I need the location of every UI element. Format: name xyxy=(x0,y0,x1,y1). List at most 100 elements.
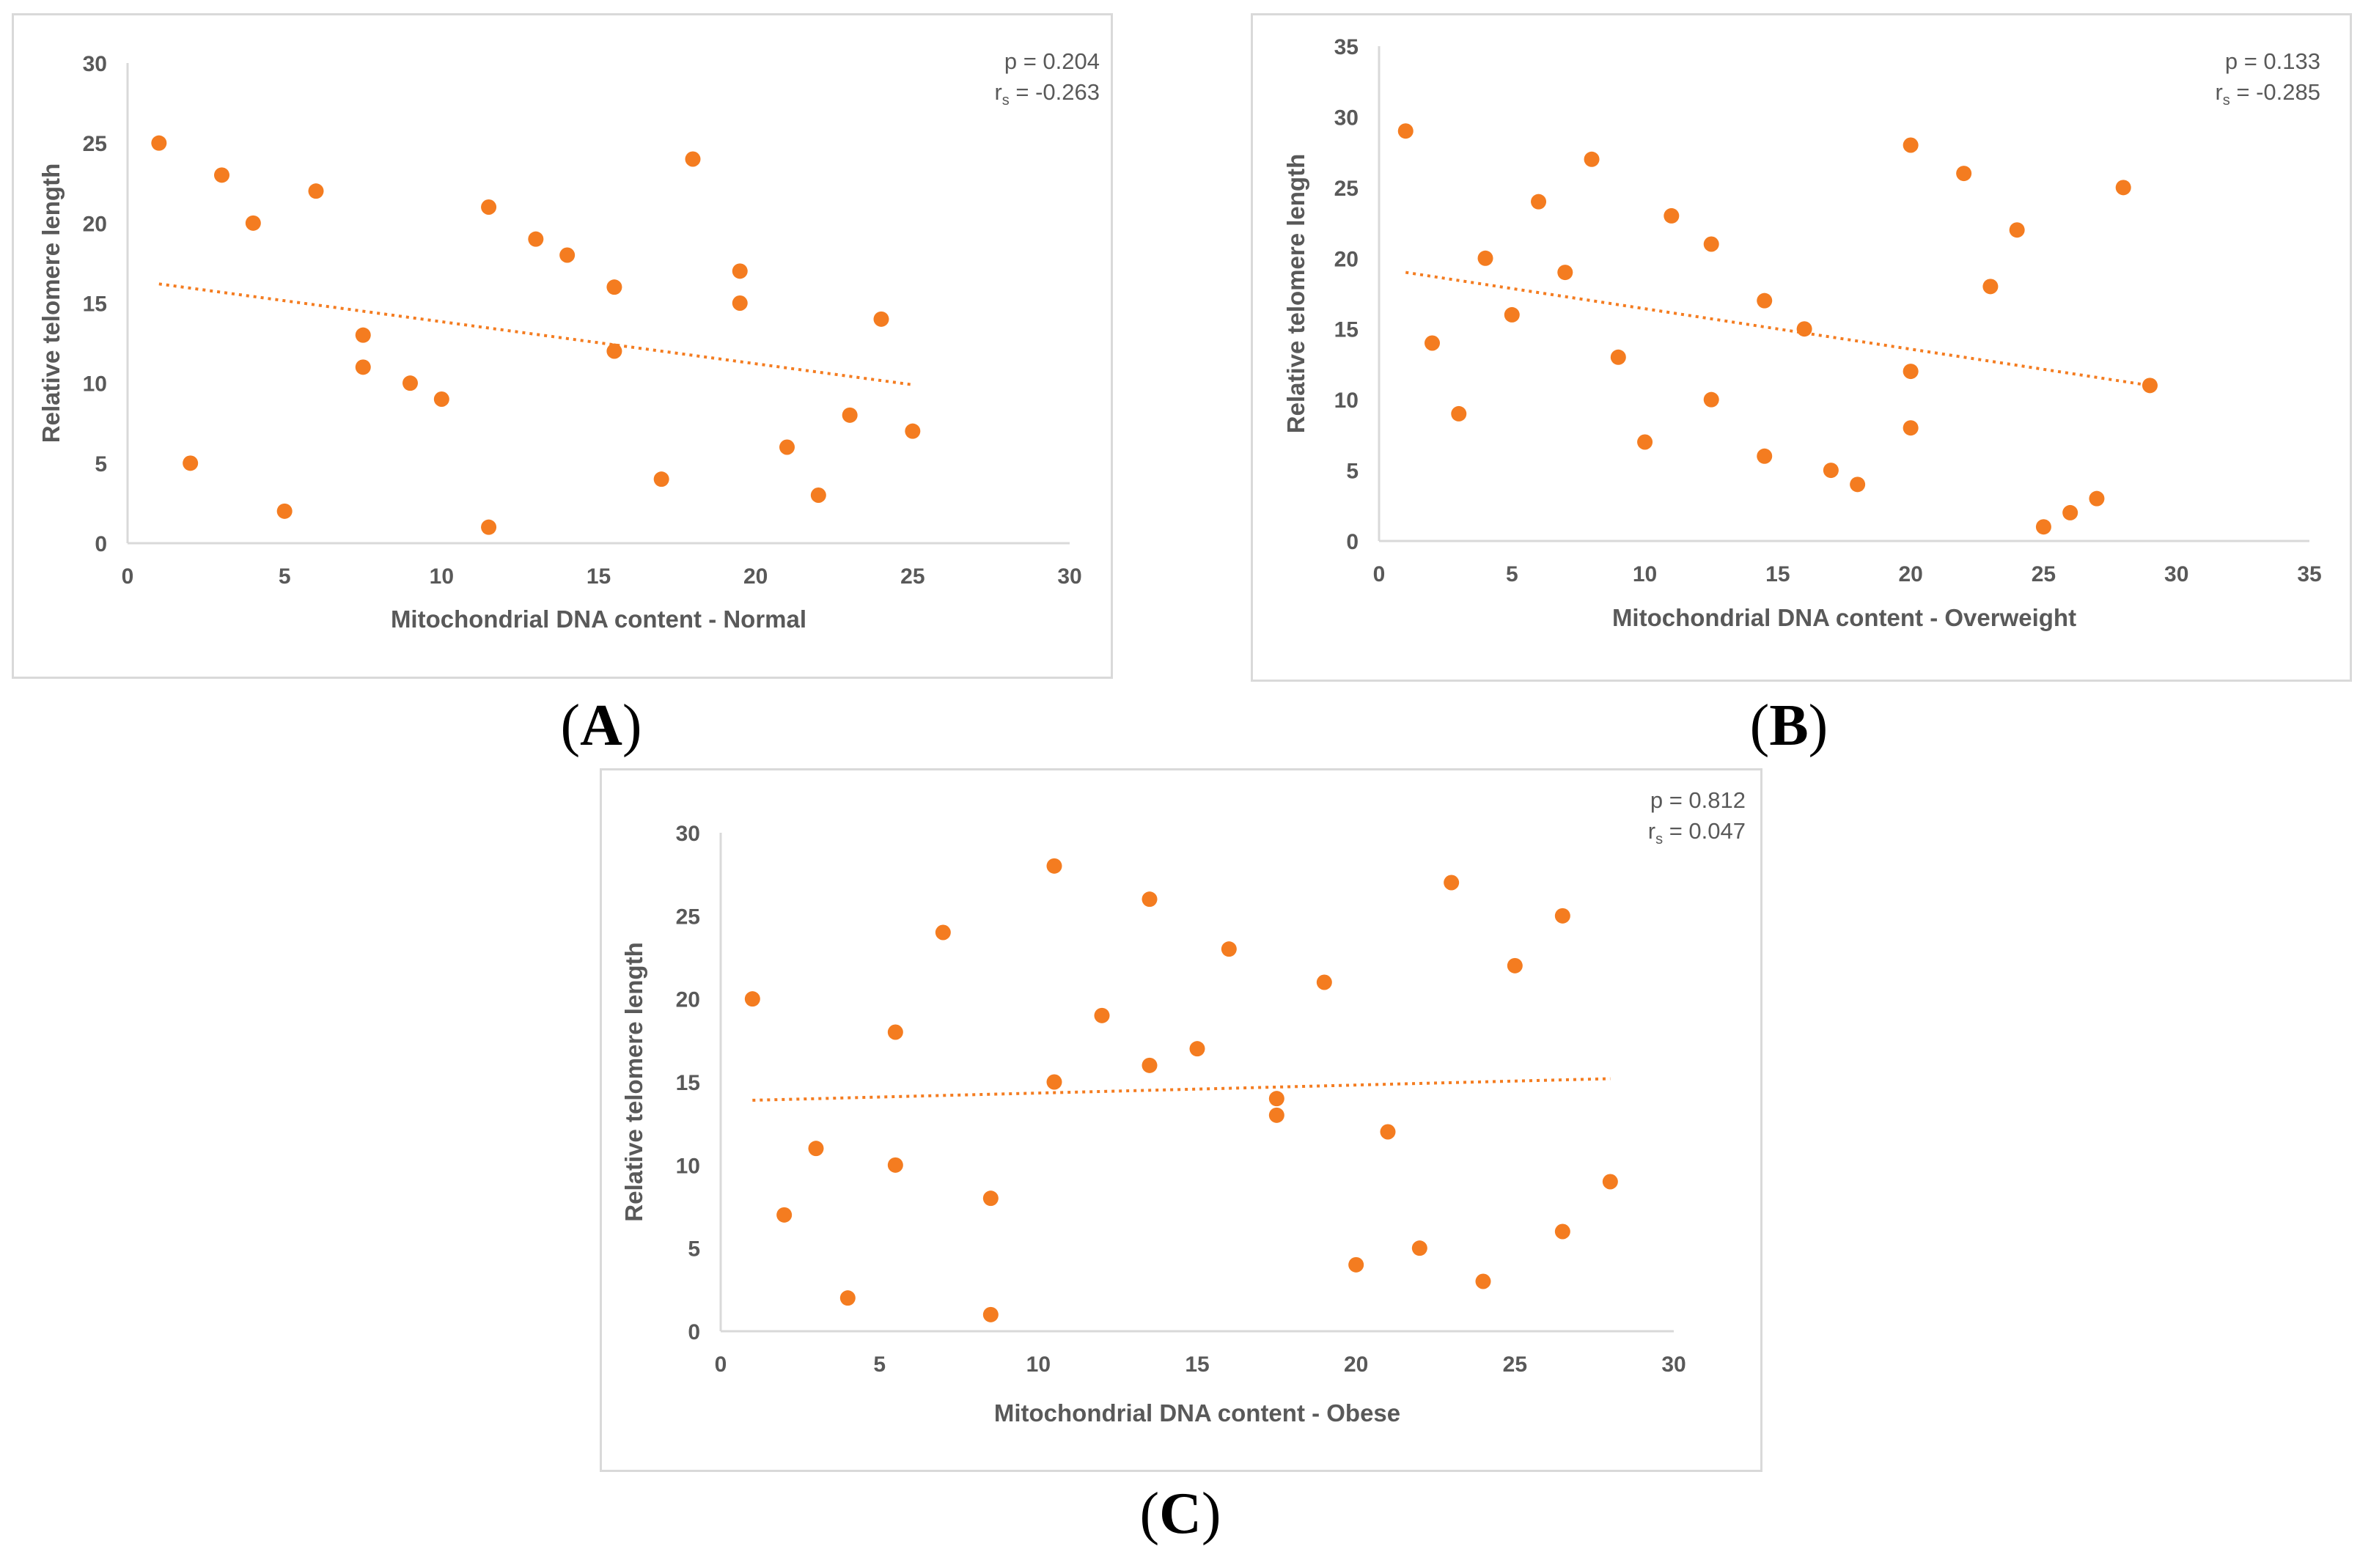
data-point-b xyxy=(2142,378,2158,394)
x-tick-label-a: 15 xyxy=(587,564,611,589)
data-point-c xyxy=(1348,1256,1364,1273)
y-tick-label-a: 25 xyxy=(83,132,107,156)
data-point-b xyxy=(1850,476,1866,493)
y-tick-label-c: 5 xyxy=(688,1237,700,1262)
data-point-c xyxy=(744,991,760,1007)
y-tick-label-b: 15 xyxy=(1334,318,1359,342)
y-tick-label-b: 20 xyxy=(1334,247,1359,271)
x-tick-label-c: 5 xyxy=(873,1352,886,1377)
data-point-b xyxy=(1757,448,1773,464)
data-point-c xyxy=(1142,891,1158,908)
x-tick-label-a: 5 xyxy=(279,564,291,589)
x-tick-label-c: 15 xyxy=(1185,1352,1209,1377)
data-point-a xyxy=(481,199,497,215)
data-point-c xyxy=(808,1141,824,1157)
data-point-a xyxy=(606,343,622,359)
data-point-a xyxy=(433,391,449,407)
data-point-b xyxy=(1903,420,1919,436)
x-tick-label-c: 25 xyxy=(1503,1352,1527,1377)
x-tick-label-b: 15 xyxy=(1765,562,1790,586)
rs-value-a: rs = -0.263 xyxy=(994,79,1100,109)
data-point-b xyxy=(1823,463,1839,479)
y-axis-label-a: Relative telomere length xyxy=(37,163,65,443)
data-point-c xyxy=(1189,1041,1205,1057)
y-tick-label-a: 30 xyxy=(83,52,107,76)
data-point-b xyxy=(1757,292,1773,309)
data-point-b xyxy=(1903,364,1919,380)
data-point-a xyxy=(481,519,497,535)
data-point-c xyxy=(1411,1240,1427,1256)
data-point-b xyxy=(1477,250,1493,266)
x-tick-label-a: 10 xyxy=(430,564,454,589)
trendline-c xyxy=(752,1077,1611,1102)
data-point-c xyxy=(1046,858,1062,874)
data-point-c xyxy=(1221,941,1237,957)
x-axis-label-b: Mitochondrial DNA content - Overweight xyxy=(1612,604,2076,631)
data-point-b xyxy=(1703,236,1719,252)
rs-value-c: rs = 0.047 xyxy=(1647,818,1746,848)
trendline-b xyxy=(1405,270,2150,387)
data-point-a xyxy=(528,231,544,247)
y-tick-label-a: 20 xyxy=(83,212,107,236)
x-tick-label-b: 0 xyxy=(1373,562,1386,586)
p-value-a: p = 0.204 xyxy=(1004,48,1100,74)
stats-box-c: p = 0.812 rs = 0.047 xyxy=(1648,785,1746,855)
data-point-b xyxy=(1557,265,1573,281)
x-tick-label-a: 20 xyxy=(743,564,768,589)
data-point-c xyxy=(1554,908,1570,924)
data-point-c xyxy=(1046,1074,1062,1090)
y-tick-label-c: 0 xyxy=(688,1320,700,1344)
stats-box-b: p = 0.133 rs = -0.285 xyxy=(2215,46,2320,116)
y-axis-label-b: Relative telomere length xyxy=(1282,154,1309,433)
y-tick-label-b: 30 xyxy=(1334,106,1359,130)
data-point-c xyxy=(1554,1223,1570,1240)
y-tick-label-a: 10 xyxy=(83,372,107,397)
data-point-c xyxy=(887,1157,903,1173)
data-point-c xyxy=(776,1207,793,1223)
y-tick-label-b: 25 xyxy=(1334,177,1359,201)
data-point-c xyxy=(1268,1091,1284,1107)
data-point-c xyxy=(1602,1174,1618,1190)
data-point-b xyxy=(1903,137,1919,153)
data-point-a xyxy=(685,151,701,167)
data-point-b xyxy=(1425,335,1441,351)
data-point-b xyxy=(1451,405,1467,422)
x-tick-label-c: 30 xyxy=(1661,1352,1686,1377)
data-point-c xyxy=(1444,875,1460,891)
data-point-a xyxy=(559,247,576,263)
data-point-b xyxy=(1664,207,1680,224)
data-point-a xyxy=(606,279,622,295)
y-tick-label-b: 0 xyxy=(1346,530,1359,554)
scatter-chart-b: 0 5 10 15 20 25 30 35 0 5 10 15 20 25 30 35 Mitochondria… xyxy=(1282,35,2322,631)
data-point-b xyxy=(2009,222,2025,238)
data-point-b xyxy=(2035,519,2051,535)
y-tick-label-a: 15 xyxy=(83,292,107,317)
x-tick-label-a: 0 xyxy=(122,564,134,589)
data-point-a xyxy=(873,311,889,327)
data-point-c xyxy=(1475,1273,1491,1289)
data-point-c xyxy=(1380,1124,1396,1140)
caption-a: (A) xyxy=(560,693,642,758)
y-tick-label-b: 5 xyxy=(1346,460,1359,484)
scatter-chart-c: 0 5 10 15 20 25 30 0 5 10 15 20 25 30 Mitochondrial DN… xyxy=(620,822,1686,1427)
data-point-c xyxy=(1316,974,1332,990)
data-point-b xyxy=(2089,490,2105,507)
y-axis-label-c: Relative telomere length xyxy=(620,942,647,1221)
data-point-b xyxy=(1397,123,1414,139)
data-point-b xyxy=(1584,151,1600,167)
data-point-c xyxy=(982,1306,999,1322)
data-point-a xyxy=(732,295,748,311)
data-point-b xyxy=(1504,306,1520,323)
chart-panel-a: 0 5 10 15 20 25 30 0 5 10 15 20 25 30 Mitochondrial DN… xyxy=(12,13,1113,679)
data-point-c xyxy=(887,1024,903,1040)
data-point-a xyxy=(183,455,199,471)
data-point-b xyxy=(1637,434,1653,450)
caption-b: (B) xyxy=(1749,693,1828,758)
data-point-a xyxy=(308,183,324,199)
rs-value-b: rs = -0.285 xyxy=(2215,79,2320,109)
y-tick-label-b: 10 xyxy=(1334,389,1359,413)
y-tick-label-a: 5 xyxy=(95,452,107,476)
y-tick-label-b: 35 xyxy=(1334,35,1359,59)
chart-panel-b: 0 5 10 15 20 25 30 35 0 5 10 15 20 25 30 35 Mitochondria… xyxy=(1251,13,2352,682)
y-tick-label-c: 30 xyxy=(676,822,700,846)
